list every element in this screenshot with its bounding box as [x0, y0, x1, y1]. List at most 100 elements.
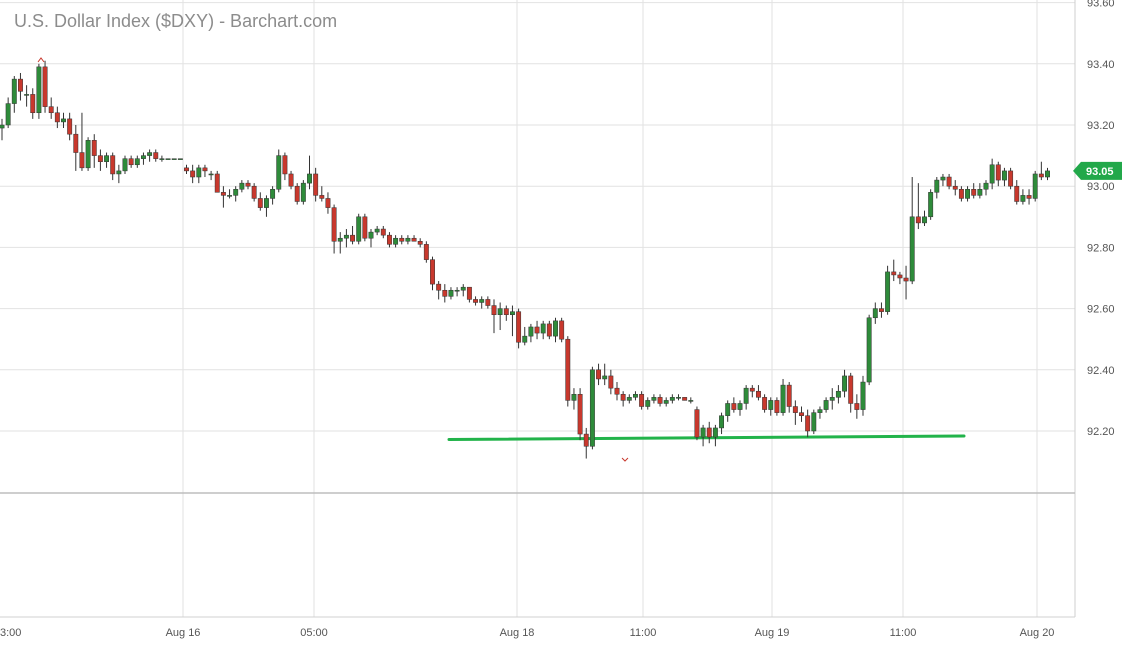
candle	[762, 394, 768, 413]
candle-body	[639, 394, 645, 407]
candle-body	[503, 308, 509, 315]
candle	[522, 326, 528, 346]
candle	[1038, 161, 1044, 181]
candle-body	[546, 323, 552, 337]
y-tick-label: 92.40	[1087, 365, 1115, 377]
y-tick-label: 93.40	[1087, 59, 1115, 71]
candle-body	[1014, 185, 1020, 202]
candle-body	[756, 390, 761, 398]
candle-body	[288, 173, 294, 187]
candle-body	[583, 433, 589, 447]
candle	[233, 186, 239, 202]
candle	[891, 259, 897, 282]
candle	[239, 180, 245, 193]
y-tick-label: 93.00	[1087, 181, 1115, 193]
candle	[805, 409, 811, 438]
candle-body	[762, 397, 768, 410]
candle	[866, 314, 872, 386]
x-tick-label: 11:00	[890, 627, 917, 639]
candle	[639, 391, 645, 410]
candle-body	[608, 375, 614, 389]
candle	[885, 265, 891, 315]
candle	[325, 192, 331, 214]
candle	[104, 152, 109, 168]
axes: 93.60 93.40 93.20 93.00 92.80 92.60 92.40 92.20…	[0, 0, 1122, 639]
candle-body	[940, 176, 946, 181]
candle	[571, 388, 577, 410]
candle-body	[516, 311, 522, 343]
candle	[528, 323, 534, 343]
candle	[171, 158, 177, 160]
candle-body	[184, 167, 189, 172]
x-tick-label: Aug 20	[1020, 627, 1055, 639]
candle-body	[1045, 170, 1050, 178]
candle-body	[30, 94, 36, 114]
candle	[485, 296, 491, 309]
candle	[817, 406, 823, 419]
candle-body	[829, 397, 835, 401]
candle-body	[479, 299, 485, 303]
candle-body	[879, 308, 884, 312]
candle	[85, 137, 91, 171]
candle	[1032, 170, 1038, 202]
candle	[313, 167, 319, 202]
candle-body	[491, 305, 497, 315]
candle-body	[473, 299, 479, 303]
candle-body	[731, 403, 737, 410]
candle	[583, 427, 589, 459]
candle-body	[128, 158, 134, 166]
candle-body	[48, 106, 54, 114]
candle	[36, 63, 42, 119]
candle-body	[922, 216, 927, 224]
candle-body	[208, 173, 214, 176]
candle	[1020, 189, 1026, 205]
candle-body	[842, 375, 847, 392]
candle-body	[233, 189, 239, 196]
y-tick-label: 93.60	[1087, 0, 1115, 10]
x-tick-label: 05:00	[300, 627, 328, 639]
candle-body	[245, 182, 251, 187]
candle	[995, 161, 1001, 187]
candle-body	[989, 164, 995, 184]
candle-body	[706, 427, 712, 438]
candle	[872, 302, 878, 324]
candle-body	[866, 317, 872, 383]
candle-body	[36, 66, 42, 114]
candle-body	[448, 289, 454, 297]
candle	[516, 308, 522, 349]
candle-body	[811, 412, 817, 432]
candle-body	[885, 271, 891, 312]
candle-body	[190, 170, 196, 178]
candle-body	[171, 158, 177, 160]
candle-body	[122, 158, 128, 172]
candle-body	[1026, 195, 1032, 199]
candle-body	[227, 195, 233, 197]
candle-body	[774, 400, 780, 413]
candle-body	[196, 167, 202, 178]
candle-body	[928, 192, 934, 218]
candle-body	[792, 406, 798, 413]
candle	[848, 372, 854, 413]
candle-body	[909, 216, 915, 282]
candle-body	[719, 415, 724, 429]
candle	[553, 317, 558, 343]
candle-body	[645, 400, 651, 407]
candle-body	[214, 173, 220, 193]
candle-body	[1038, 173, 1044, 178]
candle	[0, 118, 5, 141]
candle	[417, 238, 423, 248]
candle	[737, 400, 743, 416]
candle	[159, 155, 165, 162]
candle-body	[313, 173, 319, 196]
candle	[97, 149, 103, 171]
candle	[350, 225, 356, 245]
candle	[983, 180, 989, 196]
candle-body	[565, 338, 571, 401]
candle	[559, 317, 565, 343]
candle-body	[823, 400, 829, 410]
candle-body	[67, 118, 73, 135]
candle-body	[411, 237, 417, 242]
candle-body	[0, 124, 5, 129]
candle	[989, 158, 995, 190]
